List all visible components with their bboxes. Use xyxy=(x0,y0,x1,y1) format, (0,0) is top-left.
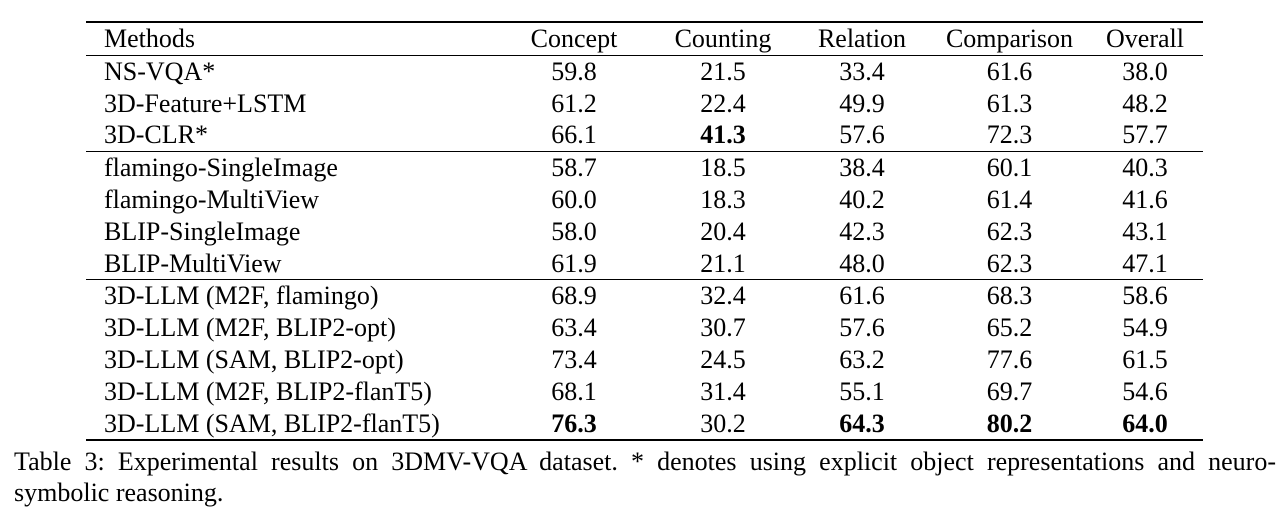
value-cell-comparison: 61.3 xyxy=(986,88,1033,118)
value-cell-overall: 61.5 xyxy=(1122,344,1168,374)
table-row: NS-VQA* 59.8 21.5 33.4 61.6 38.0 xyxy=(86,55,1203,87)
value-cell-concept: 66.1 xyxy=(551,120,597,150)
method-name-cell: 3D-LLM (M2F, flamingo) xyxy=(104,281,379,311)
value-cell-counting: 21.5 xyxy=(700,56,746,86)
value-cell-concept: 59.8 xyxy=(551,56,597,86)
method-name-cell: NS-VQA* xyxy=(104,56,216,86)
value-cell-relation: 57.6 xyxy=(839,313,885,343)
value-cell-relation: 49.9 xyxy=(839,88,885,118)
value-cell-concept: 58.0 xyxy=(551,216,597,246)
value-cell-counting: 20.4 xyxy=(700,216,746,246)
value-cell-overall: 47.1 xyxy=(1122,248,1168,278)
value-cell-relation: 33.4 xyxy=(839,56,885,86)
table-row: 3D-Feature+LSTM 61.2 22.4 49.9 61.3 48.2 xyxy=(86,88,1203,120)
column-header-overall: Overall xyxy=(1106,24,1184,53)
value-cell-overall: 64.0 xyxy=(1122,408,1168,438)
method-name-cell: 3D-LLM (M2F, BLIP2-flanT5) xyxy=(104,376,432,406)
value-cell-counting: 30.2 xyxy=(700,408,746,438)
value-cell-comparison: 62.3 xyxy=(986,248,1033,278)
method-name-cell: flamingo-SingleImage xyxy=(104,153,338,183)
value-cell-concept: 61.2 xyxy=(551,88,597,118)
value-cell-relation: 57.6 xyxy=(839,120,885,150)
value-cell-counting: 18.3 xyxy=(700,184,746,214)
table-row: 3D-LLM (M2F, BLIP2-opt) 63.4 30.7 57.6 65.2 5… xyxy=(86,312,1203,344)
table-row: BLIP-SingleImage 58.0 20.4 42.3 62.3 43.1 xyxy=(86,216,1203,248)
value-cell-concept: 63.4 xyxy=(551,313,597,343)
value-cell-overall: 54.9 xyxy=(1122,313,1168,343)
value-cell-concept: 76.3 xyxy=(551,408,597,438)
value-cell-relation: 61.6 xyxy=(839,281,885,311)
table-row: flamingo-SingleImage 58.7 18.5 38.4 60.1 40.3 xyxy=(86,151,1203,184)
value-cell-concept: 68.9 xyxy=(551,281,597,311)
table-row: 3D-CLR* 66.1 41.3 57.6 72.3 57.7 xyxy=(86,119,1203,151)
table-row: 3D-LLM (SAM, BLIP2-opt) 73.4 24.5 63.2 77.6 6… xyxy=(86,344,1203,376)
table-row: 3D-LLM (M2F, BLIP2-flanT5) 68.1 31.4 55.1 69… xyxy=(86,376,1203,408)
value-cell-concept: 58.7 xyxy=(551,153,597,183)
column-header-relation: Relation xyxy=(817,24,907,53)
value-cell-relation: 42.3 xyxy=(839,216,885,246)
table-body: NS-VQA* 59.8 21.5 33.4 61.6 38.0 3D-Feature+LS… xyxy=(86,55,1203,441)
method-name-cell: 3D-CLR* xyxy=(104,120,208,150)
value-cell-concept: 60.0 xyxy=(551,184,597,214)
value-cell-counting: 24.5 xyxy=(700,344,746,374)
value-cell-comparison: 68.3 xyxy=(986,281,1033,311)
value-cell-relation: 64.3 xyxy=(839,408,885,438)
value-cell-relation: 55.1 xyxy=(839,376,885,406)
value-cell-overall: 43.1 xyxy=(1122,216,1168,246)
column-header-methods: Methods xyxy=(104,24,195,53)
value-cell-counting: 31.4 xyxy=(700,376,746,406)
column-header-counting: Counting xyxy=(674,24,772,53)
value-cell-concept: 73.4 xyxy=(551,344,597,374)
value-cell-counting: 41.3 xyxy=(700,120,746,150)
value-cell-comparison: 80.2 xyxy=(986,408,1033,438)
value-cell-relation: 63.2 xyxy=(839,344,885,374)
value-cell-counting: 22.4 xyxy=(700,88,746,118)
table-row: 3D-LLM (M2F, flamingo) 68.9 32.4 61.6 68.3 58… xyxy=(86,279,1203,312)
value-cell-overall: 38.0 xyxy=(1122,56,1168,86)
value-cell-comparison: 69.7 xyxy=(986,376,1033,406)
value-cell-comparison: 77.6 xyxy=(986,344,1033,374)
value-cell-concept: 61.9 xyxy=(551,248,597,278)
value-cell-overall: 58.6 xyxy=(1122,281,1168,311)
value-cell-comparison: 65.2 xyxy=(986,313,1033,343)
method-name-cell: 3D-LLM (SAM, BLIP2-flanT5) xyxy=(104,408,440,438)
value-cell-overall: 41.6 xyxy=(1122,184,1168,214)
column-header-comparison: Comparison xyxy=(945,24,1074,53)
value-cell-comparison: 61.6 xyxy=(986,56,1033,86)
method-name-cell: BLIP-SingleImage xyxy=(104,216,301,246)
method-name-cell: 3D-LLM (M2F, BLIP2-opt) xyxy=(104,313,396,343)
value-cell-overall: 48.2 xyxy=(1122,88,1168,118)
table-row: flamingo-MultiView 60.0 18.3 40.2 61.4 41.6 xyxy=(86,184,1203,216)
method-name-cell: BLIP-MultiView xyxy=(104,248,282,278)
value-cell-overall: 54.6 xyxy=(1122,376,1168,406)
value-cell-relation: 38.4 xyxy=(839,153,885,183)
value-cell-comparison: 61.4 xyxy=(986,184,1033,214)
value-cell-overall: 57.7 xyxy=(1122,120,1168,150)
table-header-row: Methods Concept Counting Relation Comparison… xyxy=(86,22,1203,56)
table-row: 3D-LLM (SAM, BLIP2-flanT5) 76.3 30.2 64.3 80… xyxy=(86,408,1203,441)
value-cell-counting: 32.4 xyxy=(700,281,746,311)
value-cell-concept: 68.1 xyxy=(551,376,597,406)
results-table-container: Methods Concept Counting Relation Comparison… xyxy=(86,21,1203,441)
method-name-cell: 3D-LLM (SAM, BLIP2-opt) xyxy=(104,344,404,374)
value-cell-counting: 18.5 xyxy=(700,153,746,183)
value-cell-relation: 40.2 xyxy=(839,184,885,214)
table-caption: Table 3: Experimental results on 3DMV-VQ… xyxy=(14,447,1276,507)
value-cell-comparison: 60.1 xyxy=(986,153,1033,183)
value-cell-overall: 40.3 xyxy=(1122,153,1168,183)
value-cell-counting: 30.7 xyxy=(700,313,746,343)
value-cell-comparison: 62.3 xyxy=(986,216,1033,246)
results-table: Methods Concept Counting Relation Comparison… xyxy=(86,21,1203,441)
table-row: BLIP-MultiView 61.9 21.1 48.0 62.3 47.1 xyxy=(86,248,1203,280)
value-cell-counting: 21.1 xyxy=(700,248,746,278)
value-cell-relation: 48.0 xyxy=(839,248,885,278)
method-name-cell: 3D-Feature+LSTM xyxy=(104,88,307,118)
column-header-concept: Concept xyxy=(530,24,618,53)
method-name-cell: flamingo-MultiView xyxy=(104,184,320,214)
value-cell-comparison: 72.3 xyxy=(986,120,1033,150)
